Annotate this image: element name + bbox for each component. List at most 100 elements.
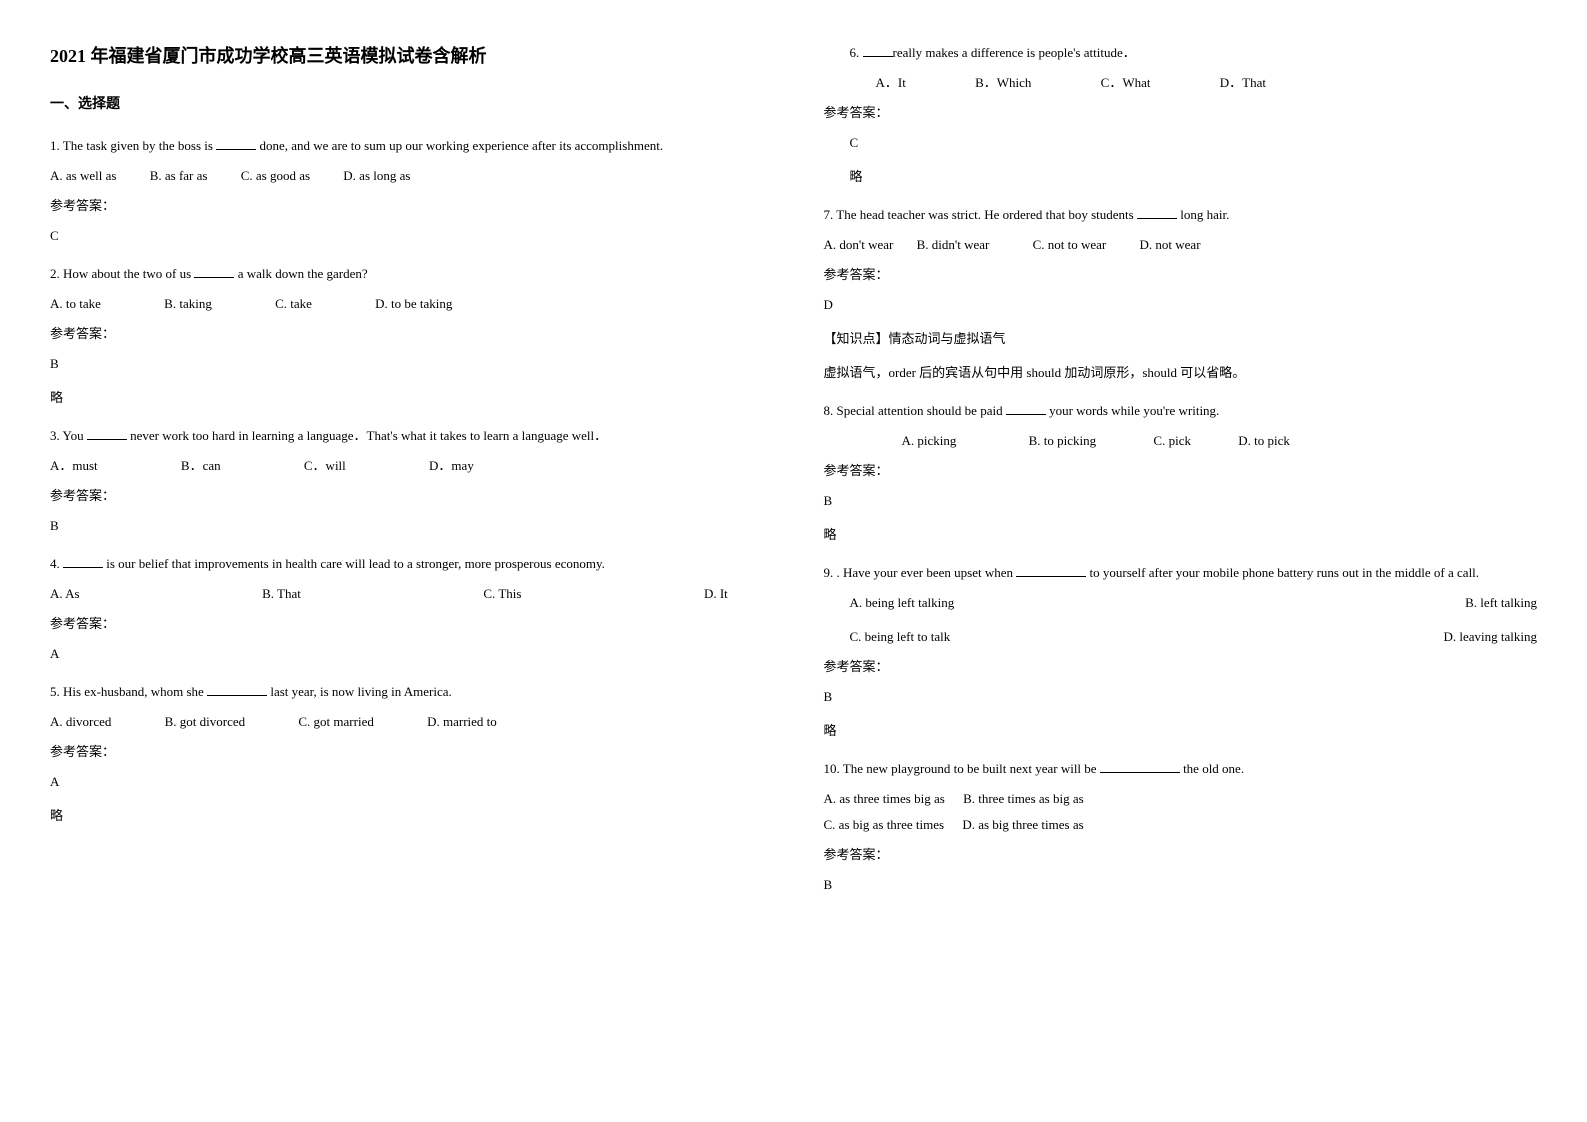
answer-label: 参考答案： — [824, 842, 1538, 868]
option-d: D. leaving talking — [1443, 624, 1537, 650]
blank-icon — [87, 427, 127, 440]
option-d: D. married to — [427, 709, 497, 735]
option-a: A. divorced — [50, 709, 111, 735]
blank-icon — [63, 555, 103, 568]
question-text: 2. How about the two of us a walk down t… — [50, 261, 764, 287]
option-d: D. as long as — [343, 163, 410, 189]
option-a: A. don't wear — [824, 232, 894, 258]
option-d: D. to pick — [1199, 428, 1290, 454]
option-d: D. not wear — [1140, 232, 1201, 258]
answer: B — [824, 872, 1538, 898]
option-d: D．may — [429, 453, 474, 479]
option-c: C. as big as three times — [824, 812, 945, 838]
option-d: D. to be taking — [375, 291, 452, 317]
options: A. being left talking B. left talking C.… — [824, 590, 1538, 650]
q5-text-after: last year, is now living in America. — [267, 684, 452, 699]
option-a: A. to take — [50, 291, 101, 317]
option-b: B. left talking — [1465, 590, 1537, 616]
q1-text-before: 1. The task given by the boss is — [50, 138, 216, 153]
q6-text-after: really makes a difference is people's at… — [893, 45, 1136, 60]
answer-label: 参考答案： — [50, 739, 764, 765]
question-text: 10. The new playground to be built next … — [824, 756, 1538, 782]
question-3: 3. You never work too hard in learning a… — [50, 423, 764, 539]
q9-text-after: to yourself after your mobile phone batt… — [1086, 565, 1479, 580]
q8-text-before: 8. Special attention should be paid — [824, 403, 1006, 418]
blank-icon — [194, 265, 234, 278]
answer-label: 参考答案： — [824, 654, 1538, 680]
q3-text-after: never work too hard in learning a langua… — [127, 428, 607, 443]
option-c: C. as good as — [241, 163, 310, 189]
question-4: 4. is our belief that improvements in he… — [50, 551, 764, 667]
answer: B — [824, 488, 1538, 514]
q8-text-after: your words while you're writing. — [1046, 403, 1219, 418]
option-c: C. not to wear — [1033, 232, 1107, 258]
blank-icon — [1137, 206, 1177, 219]
q7-text-before: 7. The head teacher was strict. He order… — [824, 207, 1137, 222]
question-2: 2. How about the two of us a walk down t… — [50, 261, 764, 411]
option-c: C. got married — [298, 709, 373, 735]
question-10: 10. The new playground to be built next … — [824, 756, 1538, 898]
answer-label: 参考答案： — [824, 100, 1538, 126]
option-c: C. This — [483, 581, 521, 607]
option-b: B. got divorced — [165, 709, 246, 735]
option-row-2: C. as big as three times D. as big three… — [824, 812, 1538, 838]
page-container: 2021 年福建省厦门市成功学校高三英语模拟试卷含解析 一、选择题 1. The… — [50, 40, 1537, 910]
option-b: B. taking — [164, 291, 212, 317]
answer-label: 参考答案： — [824, 262, 1538, 288]
option-row-1: A. as three times big as B. three times … — [824, 786, 1538, 812]
question-text: 9. . Have your ever been upset when to y… — [824, 560, 1538, 586]
option-c: C. take — [275, 291, 312, 317]
question-text: 7. The head teacher was strict. He order… — [824, 202, 1538, 228]
blank-icon — [1016, 564, 1086, 577]
note-explanation: 虚拟语气，order 后的宾语从句中用 should 加动词原形，should … — [824, 360, 1538, 386]
question-1: 1. The task given by the boss is done, a… — [50, 133, 764, 249]
answer: A — [50, 769, 764, 795]
q10-text-after: the old one. — [1180, 761, 1244, 776]
left-column: 2021 年福建省厦门市成功学校高三英语模拟试卷含解析 一、选择题 1. The… — [50, 40, 764, 910]
answer-label: 参考答案： — [50, 321, 764, 347]
blank-icon — [216, 137, 256, 150]
question-6: 6. really makes a difference is people's… — [824, 40, 1538, 190]
option-a: A．must — [50, 453, 98, 479]
blank-icon — [207, 683, 267, 696]
q7-text-after: long hair. — [1177, 207, 1229, 222]
q4-text-before: 4. — [50, 556, 63, 571]
options: A. As B. That C. This D. It — [50, 581, 728, 607]
answer: A — [50, 641, 764, 667]
question-7: 7. The head teacher was strict. He order… — [824, 202, 1538, 386]
question-text: 4. is our belief that improvements in he… — [50, 551, 764, 577]
answer-label: 参考答案： — [50, 483, 764, 509]
q1-text-after: done, and we are to sum up our working e… — [256, 138, 663, 153]
option-b: B. as far as — [150, 163, 208, 189]
options: A. don't wear B. didn't wear C. not to w… — [824, 232, 1538, 258]
note: 略 — [824, 164, 1538, 190]
option-b: B. That — [262, 581, 301, 607]
option-b: B. to picking — [990, 428, 1097, 454]
option-a: A. As — [50, 581, 80, 607]
question-9: 9. . Have your ever been upset when to y… — [824, 560, 1538, 744]
question-8: 8. Special attention should be paid your… — [824, 398, 1538, 548]
option-b: B．can — [181, 453, 221, 479]
q10-text-before: 10. The new playground to be built next … — [824, 761, 1100, 776]
q2-text-before: 2. How about the two of us — [50, 266, 194, 281]
right-column: 6. really makes a difference is people's… — [824, 40, 1538, 910]
q2-text-after: a walk down the garden? — [234, 266, 367, 281]
q9-text-before: 9. . Have your ever been upset when — [824, 565, 1017, 580]
blank-icon — [1100, 760, 1180, 773]
option-b: B. didn't wear — [917, 232, 990, 258]
option-d: D. It — [704, 581, 728, 607]
page-title: 2021 年福建省厦门市成功学校高三英语模拟试卷含解析 — [50, 40, 764, 72]
options: A. picking B. to picking C. pick D. to p… — [824, 428, 1538, 454]
question-text: 5. His ex-husband, whom she last year, i… — [50, 679, 764, 705]
options: A. to take B. taking C. take D. to be ta… — [50, 291, 764, 317]
options: A．It B．Which C．What D．That — [824, 70, 1538, 96]
note: 略 — [824, 522, 1538, 548]
options: A. divorced B. got divorced C. got marri… — [50, 709, 764, 735]
option-d: D．That — [1194, 70, 1266, 96]
q3-text-before: 3. You — [50, 428, 87, 443]
option-a: A. being left talking — [824, 590, 955, 616]
options: A. as three times big as B. three times … — [824, 786, 1538, 838]
q5-text-before: 5. His ex-husband, whom she — [50, 684, 207, 699]
option-b: B. three times as big as — [963, 786, 1084, 812]
option-a: A. picking — [863, 428, 957, 454]
